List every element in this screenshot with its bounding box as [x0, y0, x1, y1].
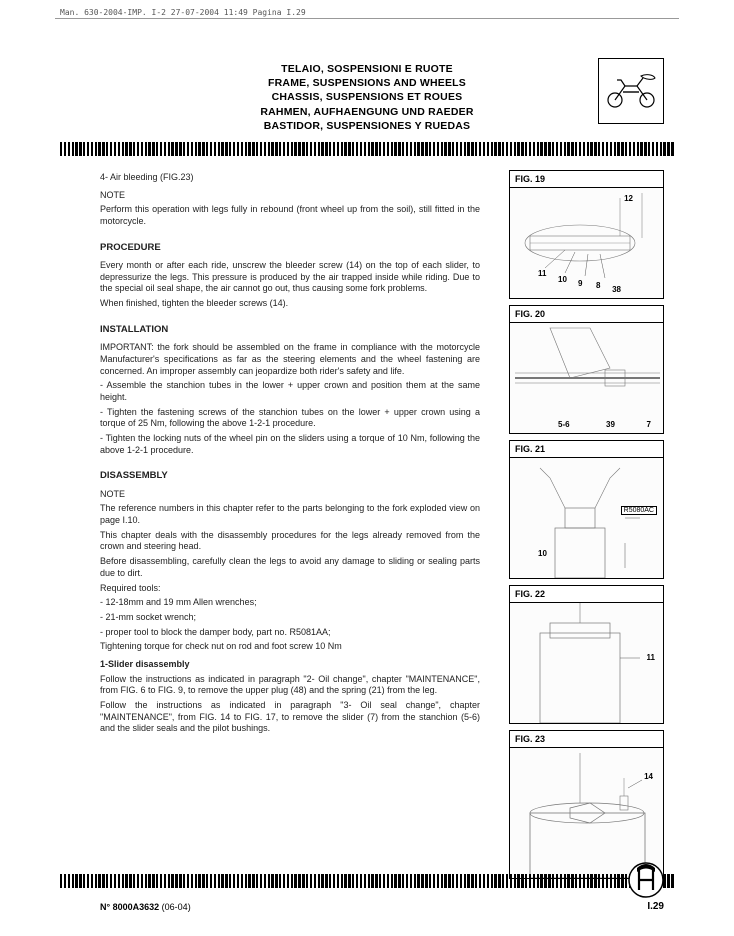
header-line-fr: CHASSIS, SUSPENSIONS ET ROUES — [85, 90, 649, 104]
tools-4: Tightening torque for check nut on rod a… — [100, 641, 480, 653]
slider-p2: Follow the instructions as indicated in … — [100, 700, 480, 735]
note2-p2: This chapter deals with the disassembly … — [100, 530, 480, 553]
figure-23-label: FIG. 23 — [510, 731, 663, 748]
fig19-c38: 38 — [612, 285, 621, 294]
fig22-c11: 11 — [647, 653, 655, 662]
fig19-c10: 10 — [558, 275, 567, 284]
install-b1: - Assemble the stanchion tubes in the lo… — [100, 380, 480, 403]
barcode-top — [60, 142, 674, 156]
figure-21-label: FIG. 21 — [510, 441, 663, 458]
meta-rule — [55, 18, 679, 19]
air-bleed-title: 4- Air bleeding (FIG.23) — [100, 172, 480, 184]
body-text: 4- Air bleeding (FIG.23) NOTE Perform th… — [100, 170, 480, 738]
figure-20: FIG. 20 5-6 39 7 — [509, 305, 664, 434]
install-b3: - Tighten the locking nuts of the wheel … — [100, 433, 480, 456]
install-b2: - Tighten the fastening screws of the st… — [100, 407, 480, 430]
figure-21-drawing — [510, 458, 665, 578]
figure-23: FIG. 23 14 — [509, 730, 664, 879]
figure-22-drawing — [510, 603, 665, 723]
tools-2: - 21-mm socket wrench; — [100, 612, 480, 624]
figure-19-drawing — [510, 188, 665, 298]
figure-19-label: FIG. 19 — [510, 171, 663, 188]
motorcycle-icon — [603, 72, 659, 110]
note-label-2: NOTE — [100, 489, 480, 501]
figure-23-drawing — [510, 748, 665, 878]
fig20-c39: 39 — [606, 420, 615, 429]
tools-1: - 12-18mm and 19 mm Allen wrenches; — [100, 597, 480, 609]
disassembly-title: DISASSEMBLY — [100, 470, 480, 482]
section-header: TELAIO, SOSPENSIONI E RUOTE FRAME, SUSPE… — [85, 62, 649, 133]
header-line-en: FRAME, SUSPENSIONS AND WHEELS — [85, 76, 649, 90]
procedure-p1: Every month or after each ride, unscrew … — [100, 260, 480, 295]
fig19-c11: 11 — [538, 269, 546, 278]
header-line-es: BASTIDOR, SUSPENSIONES Y RUEDAS — [85, 119, 649, 133]
slider-title: 1-Slider disassembly — [100, 659, 190, 669]
figure-20-label: FIG. 20 — [510, 306, 663, 323]
note-label-1: NOTE — [100, 190, 480, 202]
fig19-c9: 9 — [578, 279, 582, 288]
fig19-c8: 8 — [596, 281, 600, 290]
fig19-c12: 12 — [624, 194, 633, 203]
figure-column: FIG. 19 12 11 10 9 8 38 FIG. 20 — [509, 170, 664, 885]
figure-21: FIG. 21 R5080AC 10 — [509, 440, 664, 579]
fig20-c56: 5-6 — [558, 420, 570, 429]
install-p1: IMPORTANT: the fork should be assembled … — [100, 342, 480, 377]
motorcycle-icon-box — [598, 58, 664, 124]
figure-22: FIG. 22 11 — [509, 585, 664, 724]
note2-p3: Before disassembling, carefully clean th… — [100, 556, 480, 579]
header-line-de: RAHMEN, AUFHAENGUNG UND RAEDER — [85, 105, 649, 119]
note2-p1: The reference numbers in this chapter re… — [100, 503, 480, 526]
print-meta: Man. 630-2004-IMP. I-2 27-07-2004 11:49 … — [60, 8, 306, 17]
figure-19: FIG. 19 12 11 10 9 8 38 — [509, 170, 664, 299]
fig20-c7: 7 — [647, 420, 651, 429]
installation-title: INSTALLATION — [100, 324, 480, 336]
doc-number: N° 8000A3632 — [100, 902, 159, 912]
figure-20-drawing — [510, 323, 665, 433]
husqvarna-logo — [628, 862, 664, 898]
fig21-partlabel: R5080AC — [621, 506, 657, 515]
figure-22-label: FIG. 22 — [510, 586, 663, 603]
header-line-it: TELAIO, SOSPENSIONI E RUOTE — [85, 62, 649, 76]
tools-label: Required tools: — [100, 583, 480, 595]
procedure-p2: When finished, tighten the bleeder screw… — [100, 298, 480, 310]
procedure-title: PROCEDURE — [100, 242, 480, 254]
barcode-bottom — [60, 874, 674, 888]
fig23-c14: 14 — [644, 772, 653, 781]
tools-3: - proper tool to block the damper body, … — [100, 627, 480, 639]
doc-revision: (06-04) — [162, 902, 191, 912]
page-footer: N° 8000A3632 (06-04) I.29 — [100, 901, 664, 912]
note-text-1: Perform this operation with legs fully i… — [100, 204, 480, 227]
fig21-c10: 10 — [538, 549, 547, 558]
page-number: I.29 — [647, 901, 664, 912]
slider-p1: Follow the instructions as indicated in … — [100, 674, 480, 697]
